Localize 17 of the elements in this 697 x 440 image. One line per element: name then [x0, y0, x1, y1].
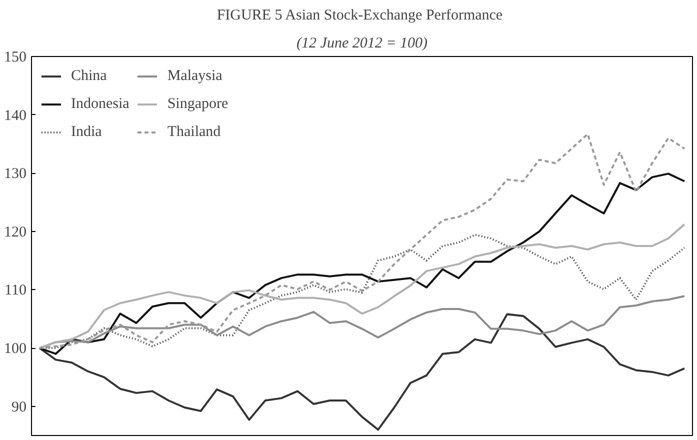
- chart-subtitle: (12 June 2012 = 100): [296, 36, 428, 52]
- line-series: [38, 313, 686, 431]
- legend-label: China: [71, 68, 107, 84]
- y-tick-label: 100: [4, 341, 26, 358]
- legend-label: Indonesia: [71, 96, 130, 112]
- y-tick-label: 150: [4, 50, 26, 66]
- legend-label: India: [71, 124, 102, 140]
- y-tick-label: 140: [4, 108, 26, 124]
- legend-label: Singapore: [167, 96, 228, 112]
- line-series: [38, 172, 686, 355]
- chart-title: FIGURE 5 Asian Stock-Exchange Performance: [216, 8, 503, 24]
- y-tick-label: 110: [4, 282, 27, 299]
- y-tick-label: 130: [4, 166, 26, 182]
- y-tick-label: 90: [12, 399, 26, 416]
- y-tick-label: 120: [4, 224, 26, 240]
- legend-label: Thailand: [167, 124, 221, 140]
- legend-label: Malaysia: [167, 68, 222, 84]
